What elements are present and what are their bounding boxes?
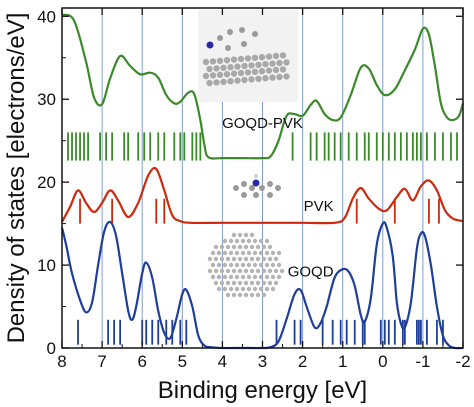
- x-tick-label: -2: [455, 352, 470, 371]
- goqd-pvk-structure-image: [198, 10, 298, 102]
- y-tick-label: 0: [47, 339, 56, 358]
- y-tick-label: 20: [37, 173, 56, 192]
- x-tick-label: 2: [298, 352, 307, 371]
- x-tick-label: 3: [258, 352, 267, 371]
- goqd-label: GOQD: [288, 264, 334, 281]
- goqd-pvk-curve: [61, 13, 465, 160]
- pvk-curve: [61, 166, 464, 225]
- goqd-pvk-label: GOQD-PVK: [222, 115, 303, 132]
- x-tick-label: -1: [415, 352, 430, 371]
- x-tick-label: 4: [218, 352, 227, 371]
- y-tick-label: 10: [37, 256, 56, 275]
- x-tick-label: 7: [97, 352, 106, 371]
- x-tick-label: 5: [178, 352, 187, 371]
- x-tick-label: 8: [57, 352, 66, 371]
- y-axis-title: Density of states [electrons/eV]: [3, 13, 30, 344]
- label-layer: GOQD-PVK PVK GOQD: [222, 115, 334, 280]
- y-tick-label: 40: [37, 7, 56, 26]
- goqd-structure-image: [207, 232, 285, 298]
- pvk-label: PVK: [304, 198, 334, 215]
- y-tick-label: 30: [37, 90, 56, 109]
- x-axis-title: Binding energy [eV]: [158, 377, 367, 404]
- x-tick-label: 6: [137, 352, 146, 371]
- x-tick-label: 0: [378, 352, 387, 371]
- pvk-structure-image: [233, 174, 281, 198]
- series-layer: [60, 13, 465, 350]
- x-tick-label: 1: [338, 352, 347, 371]
